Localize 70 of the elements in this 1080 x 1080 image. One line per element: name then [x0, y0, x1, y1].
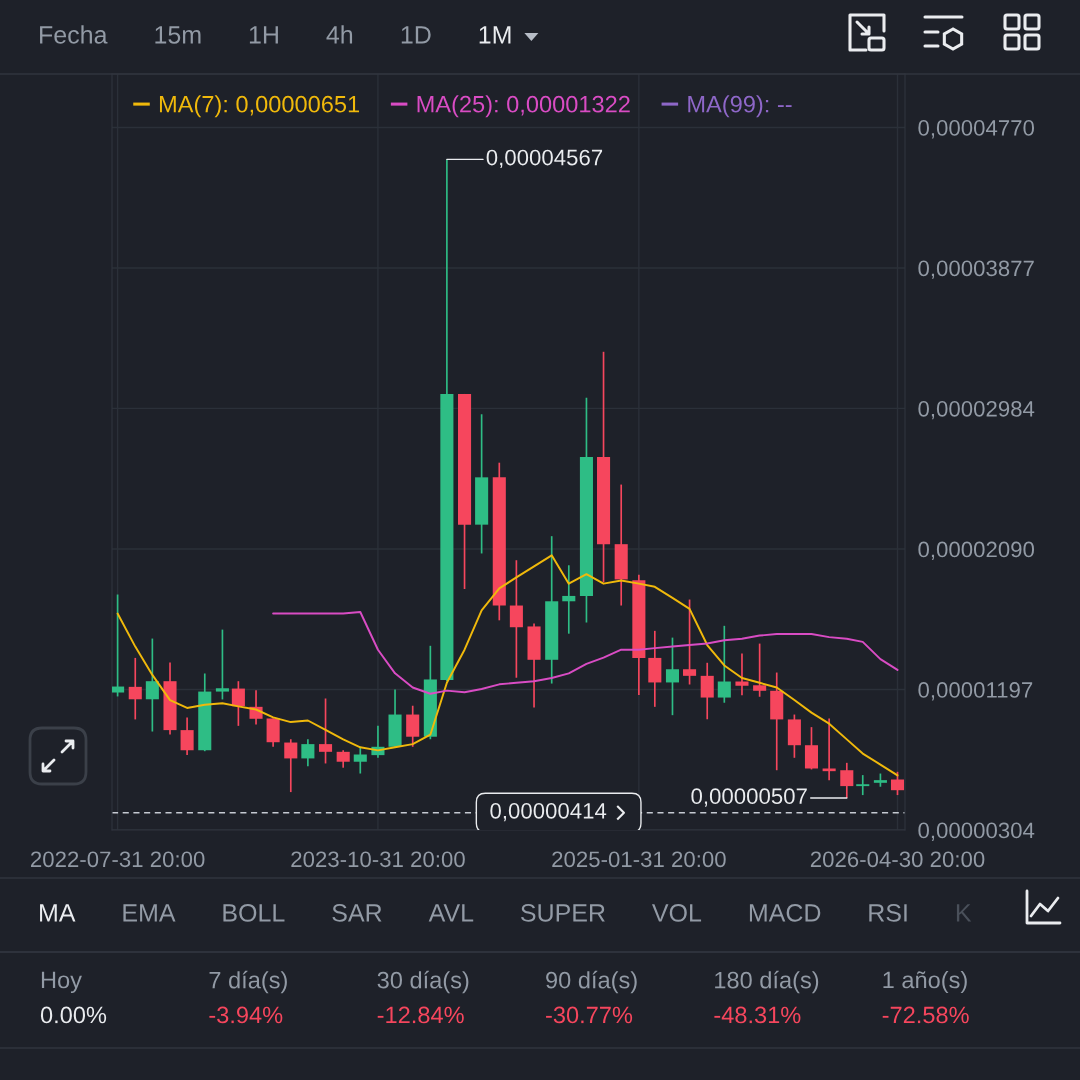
candlestick: [231, 680, 245, 727]
category-label: SUPER: [521, 904, 605, 922]
candlestick: [266, 717, 280, 748]
category-label: 30 día(s): [377, 970, 469, 994]
legend-label: MA(7): 0,00000651: [159, 95, 360, 118]
category-label: 1M: [479, 26, 511, 44]
y-tick-label: 0,00001197: [918, 682, 1033, 701]
annotation: 0,00004567: [486, 149, 603, 169]
candlestick: [753, 642, 767, 698]
x-tick-label: 2022-07-31 20:00: [31, 851, 205, 868]
candlestick: [804, 726, 819, 771]
annotation: 0,00000507: [691, 788, 807, 807]
y-tick-label: 0,00002984: [918, 400, 1035, 420]
candlestick: [319, 697, 333, 765]
category-label: 7 día(s): [209, 970, 287, 994]
candlestick: [683, 598, 697, 686]
candlestick: [840, 761, 854, 799]
ref-line-label: 0,00000414: [490, 802, 607, 822]
category-label: MA: [40, 904, 76, 922]
candlestick: [665, 636, 680, 717]
category-label: Fecha: [40, 25, 108, 44]
candlestick: [509, 559, 523, 679]
legend-label: MA(99): --: [688, 95, 792, 118]
candlestick: [301, 738, 315, 767]
text: -12.84%: [377, 1006, 464, 1024]
text: 0.00%: [40, 1006, 107, 1024]
category-label: 1H: [249, 26, 278, 44]
candlestick: [735, 652, 749, 697]
text: -48.31%: [714, 1006, 801, 1024]
legend-label: MA(25): 0,00001322: [417, 95, 630, 118]
x-tick-label: 2026-04-30 20:00: [810, 851, 985, 868]
candlestick: [562, 564, 576, 635]
candlestick: [284, 738, 298, 793]
text: -3.94%: [209, 1006, 283, 1024]
category-label: BOLL: [223, 904, 285, 922]
candlestick: [856, 774, 870, 796]
category-label: Hoy: [41, 971, 82, 994]
category-label: 1D: [401, 26, 431, 44]
candlestick: [112, 593, 125, 698]
category-label: 1 año(s): [883, 970, 967, 993]
category-label: VOL: [651, 904, 702, 922]
x-tick-label: 2025-01-31 20:00: [552, 851, 726, 868]
candlestick: [353, 745, 367, 775]
candlestick: [215, 628, 229, 701]
candlestick: [700, 661, 714, 721]
text: -30.77%: [546, 1006, 633, 1024]
category-label: 4h: [326, 25, 353, 44]
candlestick: [406, 704, 420, 748]
candlestick: [145, 637, 159, 733]
category-label: AVL: [428, 904, 474, 922]
category-label: 180 día(s): [715, 970, 819, 994]
y-tick-label: 0,00000304: [918, 822, 1035, 841]
y-tick-label: 0,00002090: [918, 541, 1035, 560]
text: -72.58%: [882, 1006, 969, 1024]
category-label: RSI: [869, 904, 907, 922]
y-tick-label: 0,00003877: [918, 260, 1034, 279]
candlestick: [890, 770, 905, 796]
candlestick: [822, 717, 836, 781]
y-tick-label: 0,00004770: [918, 120, 1035, 139]
category-label: MACD: [749, 904, 821, 922]
x-tick-label: 2023-10-31 20:00: [291, 851, 465, 868]
category-label: 15m: [155, 26, 201, 44]
candlestick: [717, 624, 731, 704]
line-series: [272, 611, 899, 695]
category-label: SAR: [332, 904, 382, 922]
candlestick: [128, 657, 142, 721]
candlestick: [180, 716, 194, 756]
category-label: 90 día(s): [546, 970, 637, 994]
category-label: EMA: [123, 904, 176, 922]
line-series: [116, 554, 899, 777]
